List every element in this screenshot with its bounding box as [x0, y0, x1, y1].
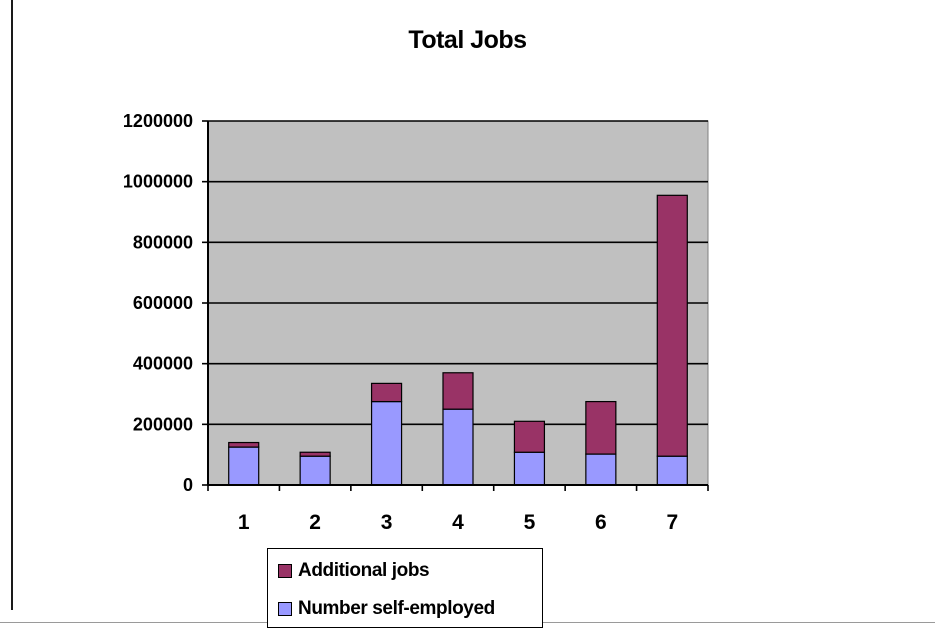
legend-swatch-additional-jobs: [278, 564, 292, 578]
y-tick-label: 400000: [133, 354, 193, 374]
x-tick-label: 1: [238, 511, 250, 534]
bar-self-employed-7: [656, 455, 688, 486]
legend-label-additional-jobs: Additional jobs: [298, 560, 430, 581]
y-tick-label: 1200000: [123, 111, 193, 131]
bar-additional-jobs-7: [656, 194, 688, 457]
y-tick-label: 0: [183, 475, 193, 495]
bar-additional-jobs-6: [585, 400, 617, 455]
x-tick-label: 3: [381, 511, 393, 534]
bar-additional-jobs-5: [513, 420, 546, 453]
x-tick-label: 2: [309, 511, 321, 534]
x-tick-labels: 1 2 3 4 5 6 7: [238, 511, 678, 534]
bar-additional-jobs-2: [299, 451, 331, 457]
bar-self-employed-2: [299, 455, 331, 486]
bar-self-employed-1: [228, 446, 260, 486]
y-tick-label: 1000000: [123, 172, 193, 192]
bar-additional-jobs-4: [442, 372, 474, 410]
x-tick-label: 7: [666, 511, 678, 534]
y-tick-label: 200000: [133, 414, 193, 434]
bar-self-employed-4: [442, 408, 474, 486]
bar-self-employed-3: [370, 400, 403, 486]
bar-additional-jobs-1: [228, 441, 260, 448]
chart-title: Total Jobs: [408, 26, 527, 54]
legend-item-number-self-employed: Number self-employed: [278, 598, 495, 620]
bar-self-employed-5: [513, 451, 546, 486]
legend-label-number-self-employed: Number self-employed: [298, 598, 495, 619]
axes: [202, 120, 709, 491]
y-tick-labels: 0 200000 400000 600000 800000 1000000 1200000: [123, 111, 193, 495]
x-tick-label: 6: [595, 511, 607, 534]
legend-item-additional-jobs: Additional jobs: [278, 560, 430, 582]
left-border-line: [11, 0, 13, 610]
y-tick-label: 800000: [133, 232, 193, 252]
bar-self-employed-6: [585, 453, 617, 486]
legend-swatch-number-self-employed: [278, 602, 292, 616]
x-tick-label: 5: [524, 511, 536, 534]
y-tick-label: 600000: [133, 293, 193, 313]
x-tick-label: 4: [452, 511, 464, 534]
bar-additional-jobs-3: [370, 382, 403, 403]
legend: Additional jobs Number self-employed: [267, 548, 543, 628]
bars: [228, 194, 688, 486]
